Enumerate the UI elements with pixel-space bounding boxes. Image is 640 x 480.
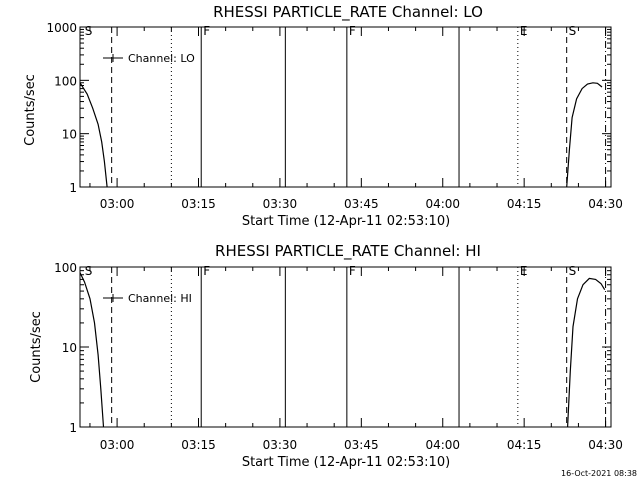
x-tick-label: 03:45: [344, 438, 379, 452]
x-tick-label: 04:00: [425, 438, 460, 452]
y-tick-label: 100: [54, 261, 77, 275]
x-tick-label: 03:45: [344, 197, 379, 211]
series-line-segment: [80, 272, 105, 427]
x-tick-label: 04:15: [507, 197, 542, 211]
chart-title-hi: RHESSI PARTICLE_RATE Channel: HI: [215, 242, 481, 261]
y-axis-label-lo: Counts/sec: [23, 74, 38, 146]
footer-timestamp: 16-Oct-2021 08:38: [561, 469, 637, 478]
y-tick-label: 100: [54, 74, 77, 88]
event-marker-label: F: [203, 24, 210, 38]
y-tick-label: 10: [62, 128, 77, 142]
event-marker-label: S: [569, 264, 577, 278]
plot-lo-channel: RHESSI PARTICLE_RATE Channel: LO Start T…: [23, 3, 623, 229]
event-marker-label: S: [85, 264, 93, 278]
x-tick-label: 03:30: [263, 197, 298, 211]
event-marker-label: F: [203, 264, 210, 278]
series-line-segment: [80, 82, 108, 187]
x-tick-label: 04:30: [588, 438, 623, 452]
event-marker-label: E: [520, 24, 528, 38]
y-tick-label: 1: [69, 181, 77, 195]
x-tick-label: 03:00: [100, 438, 135, 452]
x-axis-label-lo: Start Time (12-Apr-11 02:53:10): [242, 214, 450, 229]
y-axis-label-hi: Counts/sec: [29, 311, 44, 383]
legend-entry: Channel: HI: [128, 292, 192, 305]
x-tick-label: 04:30: [588, 197, 623, 211]
event-marker-label: S: [569, 24, 577, 38]
x-axis-label-hi: Start Time (12-Apr-11 02:53:10): [242, 455, 450, 470]
series-line-segment: [566, 82, 603, 187]
x-tick-label: 03:15: [181, 438, 216, 452]
event-marker-label: S: [85, 24, 93, 38]
x-tick-label: 04:15: [507, 438, 542, 452]
x-tick-label: 03:15: [181, 197, 216, 211]
chart-title-lo: RHESSI PARTICLE_RATE Channel: LO: [213, 3, 483, 22]
legend-entry: Channel: LO: [128, 52, 195, 65]
event-marker-label: F: [349, 264, 356, 278]
x-tick-label: 04:00: [425, 197, 460, 211]
x-tick-label: 03:00: [100, 197, 135, 211]
event-marker-label: E: [520, 264, 528, 278]
plot-frame: [79, 266, 612, 428]
plot-frame: [79, 26, 612, 188]
x-tick-label: 03:30: [263, 438, 298, 452]
y-tick-label: 1000: [46, 21, 77, 35]
y-tick-label: 1: [69, 421, 77, 435]
series-line-segment: [567, 277, 606, 427]
y-tick-label: 10: [62, 341, 77, 355]
plot-hi-channel: RHESSI PARTICLE_RATE Channel: HI Start T…: [29, 242, 623, 470]
event-marker-label: F: [349, 24, 356, 38]
